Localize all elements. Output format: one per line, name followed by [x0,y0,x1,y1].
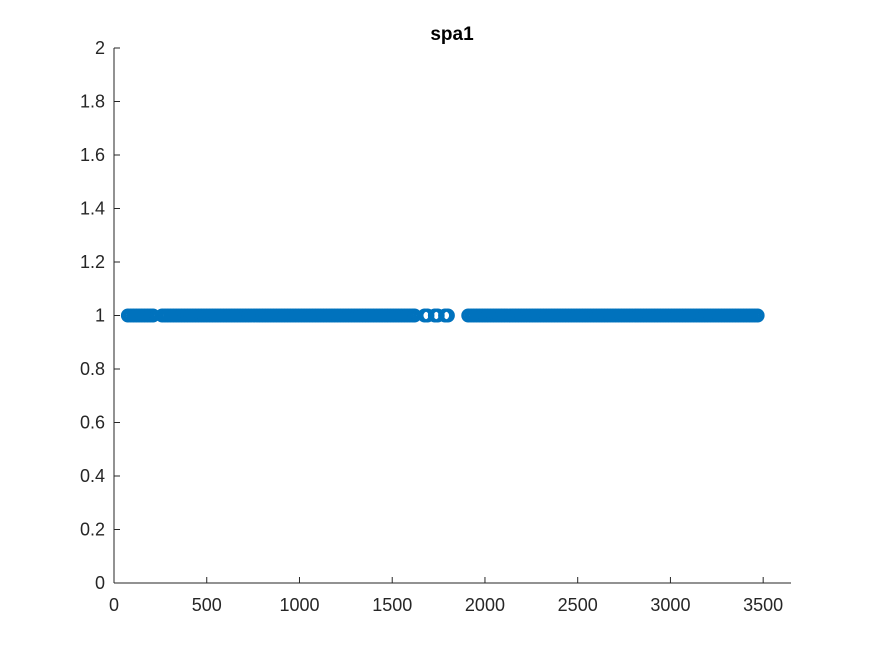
y-tick-label: 0.4 [80,466,105,486]
y-tick-label: 2 [95,38,105,58]
y-tick-label: 1.4 [80,199,105,219]
y-tick-label: 1.2 [80,252,105,272]
x-tick-label: 3000 [650,595,690,615]
x-tick-label: 2000 [465,595,505,615]
x-tick-label: 3500 [743,595,783,615]
y-tick-label: 0.6 [80,413,105,433]
y-tick-label: 1 [95,306,105,326]
y-tick-label: 0 [95,573,105,593]
x-tick-label: 1000 [279,595,319,615]
x-tick-label: 2500 [558,595,598,615]
y-tick-label: 0.8 [80,359,105,379]
chart-title: spa1 [430,24,474,45]
y-tick-label: 1.8 [80,92,105,112]
y-tick-label: 1.6 [80,145,105,165]
data-point [750,308,765,323]
plot-area: 0 500 1000 1500 2000 2500 3000 3500 0 0.2 0.4 0.6 0.… [80,38,791,615]
x-tick-label: 0 [109,595,119,615]
x-tick-label: 1500 [372,595,412,615]
data-point [440,308,455,323]
y-tick-label: 0.2 [80,520,105,540]
x-tick-label: 500 [192,595,222,615]
